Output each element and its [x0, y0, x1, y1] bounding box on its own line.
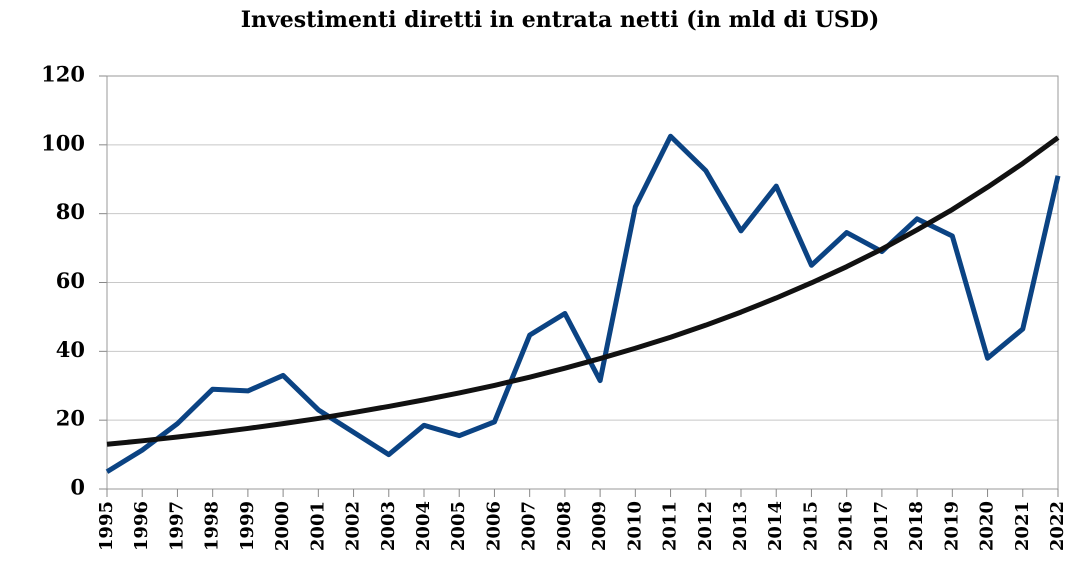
x-tick-label: 1996: [131, 501, 152, 551]
y-tick-label: 80: [56, 199, 85, 224]
chart-title: Investimenti diretti in entrata netti (i…: [241, 7, 880, 33]
plot-frame: [106, 75, 1059, 490]
x-tick-label: 2002: [343, 501, 364, 551]
x-tick-label: 2019: [941, 501, 962, 551]
x-tick-label: 2021: [1012, 501, 1033, 551]
x-tick-label: 1998: [202, 501, 223, 551]
x-tick-label: 1997: [166, 501, 187, 551]
x-tick-label: 2017: [871, 501, 892, 551]
series-line: [105, 133, 1061, 474]
x-tick-label: 2008: [554, 501, 575, 551]
x-tick-label: 2004: [413, 501, 434, 551]
x-tick-label: 2014: [765, 501, 786, 551]
y-tick-label: 120: [41, 62, 85, 87]
x-tick-label: 2015: [800, 501, 821, 551]
x-tick-label: 2001: [307, 501, 328, 551]
y-tick-label: 0: [70, 475, 85, 500]
y-tick-label: 60: [56, 268, 85, 293]
x-tick-label: 1999: [237, 501, 258, 551]
x-tick-label: 1995: [96, 501, 117, 551]
y-tick-label: 40: [56, 337, 85, 362]
x-tick-label: 2012: [695, 501, 716, 551]
x-tick-label: 2011: [660, 501, 681, 551]
x-tick-label: 2009: [589, 501, 610, 551]
x-tick-label: 2020: [977, 501, 998, 551]
x-tick-label: 2005: [448, 501, 469, 551]
y-tick-label: 100: [41, 130, 85, 155]
series-line: [106, 135, 1060, 447]
x-tick-label: 2018: [906, 501, 927, 551]
x-tick-label: 2016: [836, 501, 857, 551]
x-tick-label: 2022: [1047, 501, 1068, 551]
x-tick-label: 2006: [483, 501, 504, 551]
x-tick-label: 2013: [730, 501, 751, 551]
x-tick-label: 2007: [519, 501, 540, 551]
x-tick-label: 2010: [624, 501, 645, 551]
x-tick-label: 2003: [378, 501, 399, 551]
y-tick-label: 20: [56, 406, 85, 431]
x-tick-label: 2000: [272, 501, 293, 551]
